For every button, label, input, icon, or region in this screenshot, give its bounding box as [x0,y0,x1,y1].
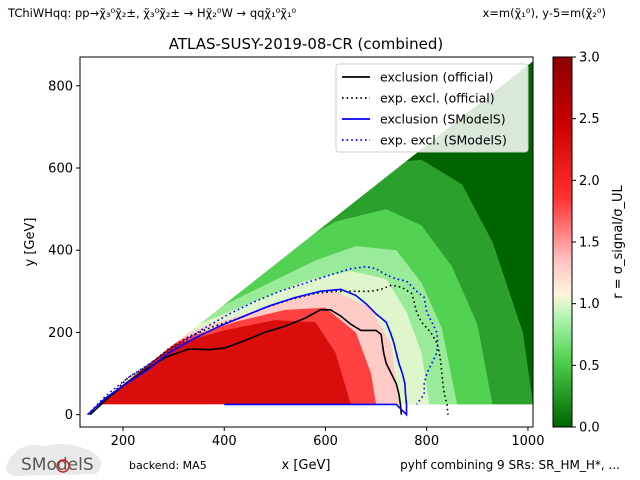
plot-frame [79,56,534,428]
heatmap-level-r-2.3 [100,320,351,405]
legend-box [335,63,529,153]
y-tick-label: 400 [48,244,73,259]
y-axis: 0 200 400 600 800 [48,79,80,423]
legend-label: exclusion (SModelS) [380,112,506,127]
exclusion-contours [87,265,449,417]
series-line-1 [89,309,403,416]
colorbar-tick-label: 1.0 [579,297,600,312]
combination-label: pyhf combining 9 SRs: SR_HM_H*, ... [400,458,620,472]
heatmap-bottom-empty [80,404,533,427]
mass-convention-label: x=m(χ̃₁⁰), y-5=m(χ̃₂⁰) [482,6,606,20]
y-tick-label: 200 [48,326,73,341]
series-line-3 [87,288,408,417]
smodels-logo: SModelS [6,444,102,476]
x-tick-label: 600 [313,434,338,449]
series-line-2 [89,284,449,416]
colorbar-tick-label: 1.5 [579,236,600,251]
colorbar-tick-label: 2.5 [579,112,600,127]
colorbar: r = σ_signal/σ_UL 0.0 0.5 1.0 1.5 2.0 2.5 3.0 [552,51,626,436]
legend: exclusion (official) exp. excl. (official… [335,63,529,153]
colorbar-tick-label: 3.0 [579,51,600,66]
legend-label: exp. excl. (official) [380,91,495,106]
logo-cloud [6,444,102,476]
y-axis-label: y [GeV] [23,218,38,267]
x-tick-label: 1000 [511,434,544,449]
y-tick-label: 600 [48,162,73,177]
legend-label: exp. excl. (SModelS) [380,133,507,148]
y-tick-label: 0 [65,408,73,423]
series-line-4 [87,265,439,416]
y-tick-label: 800 [48,79,73,94]
colorbar-tick-label: 0.5 [579,359,600,374]
x-axis-label: x [GeV] [282,458,331,473]
logo-ring-icon [56,459,70,473]
chart-title: ATLAS-SUSY-2019-08-CR (combined) [169,35,443,53]
x-tick-label: 200 [111,434,136,449]
x-tick-label: 800 [414,434,439,449]
x-tick-label: 400 [212,434,237,449]
backend-label: backend: MA5 [129,459,207,472]
legend-label: exclusion (official) [380,70,493,85]
topology-label: TChiWHqq: pp→χ̃₃⁰χ̃₂±, χ̃₃⁰χ̃₂± → Hχ̃₂⁰W… [7,6,297,20]
colorbar-tick-label: 0.0 [579,421,600,436]
colorbar-label: r = σ_signal/σ_UL [611,184,626,298]
x-axis: 200 400 600 800 1000 [111,427,544,449]
colorbar-gradient [552,56,573,428]
colorbar-tick-label: 2.0 [579,174,600,189]
